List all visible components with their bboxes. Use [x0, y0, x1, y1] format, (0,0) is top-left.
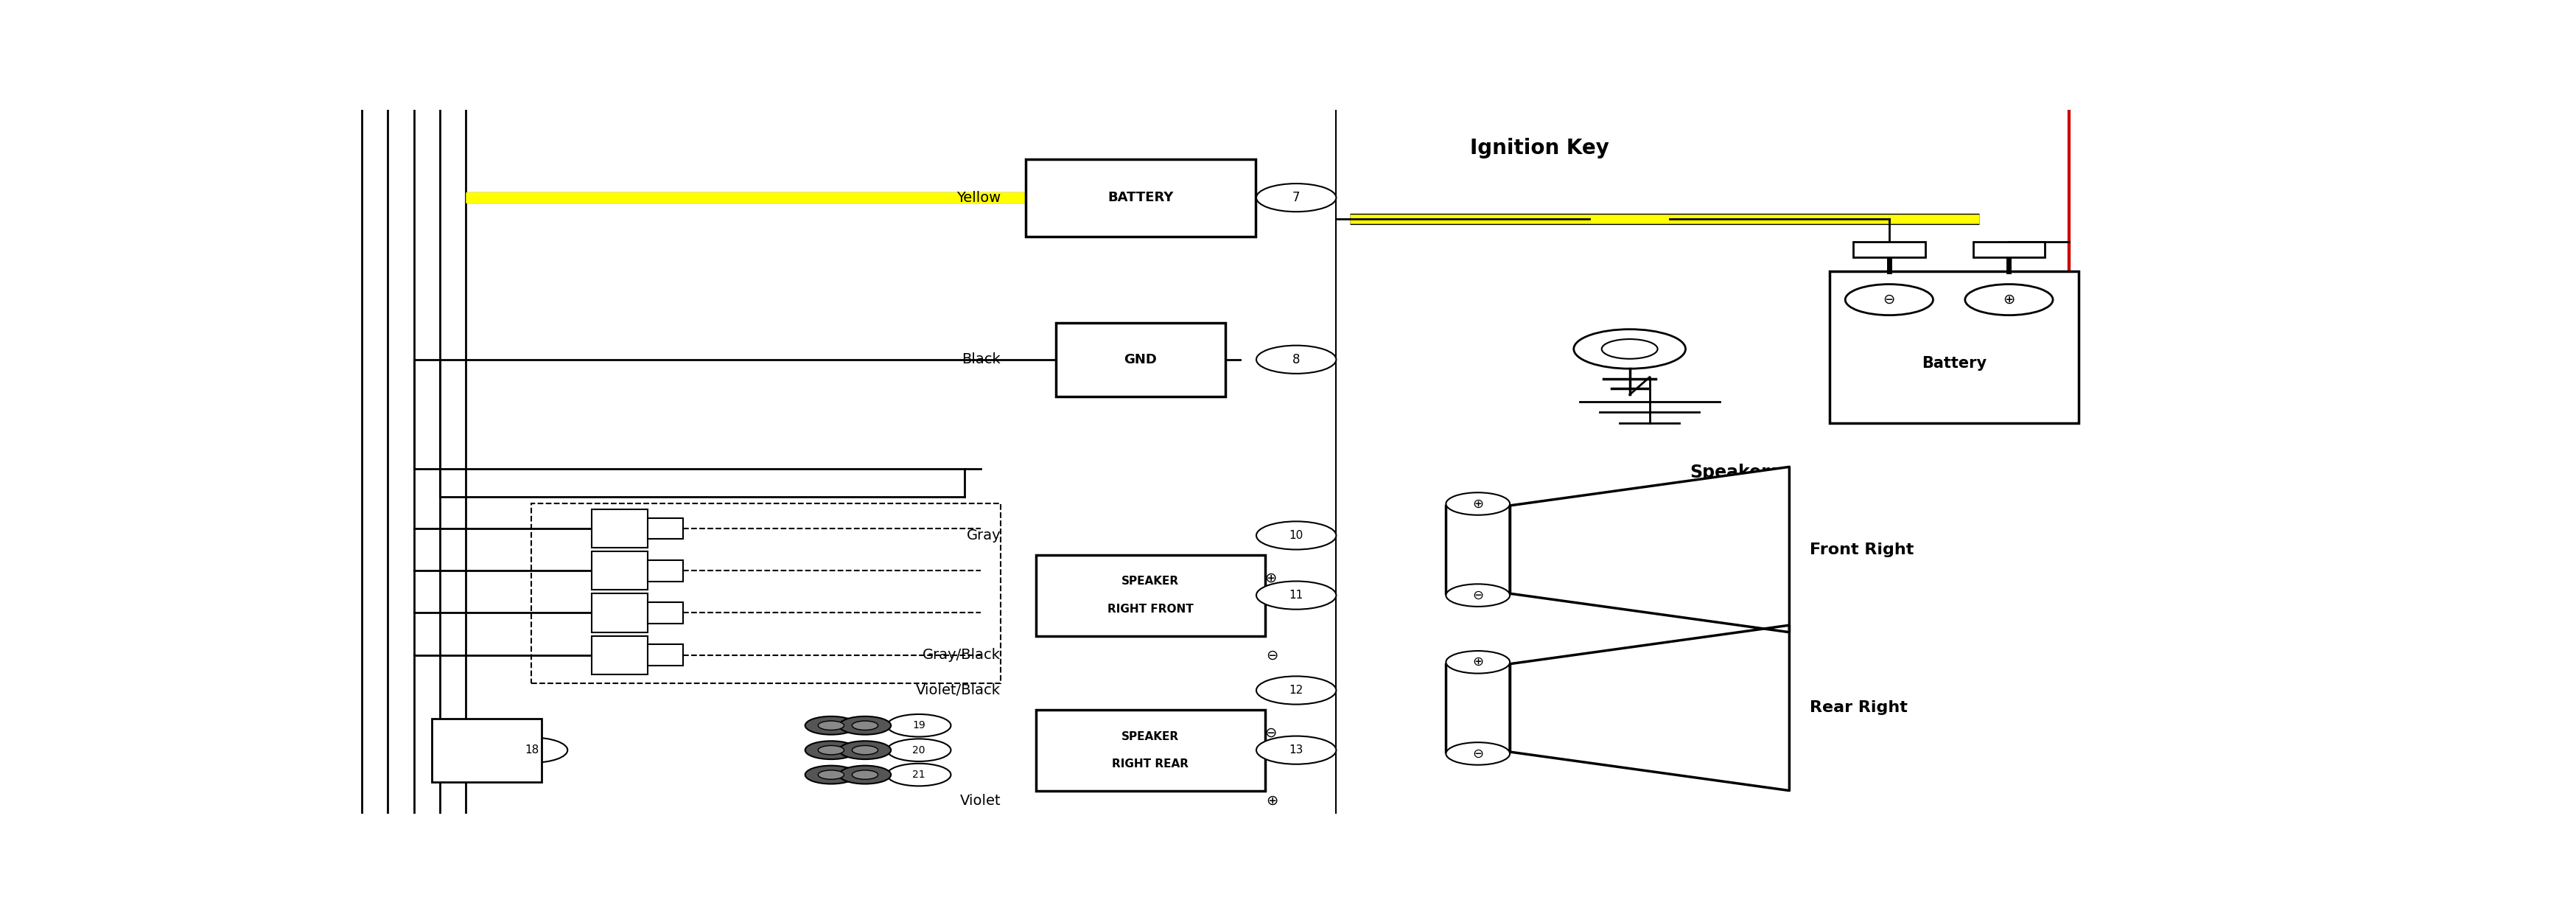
Circle shape — [1257, 184, 1337, 212]
Circle shape — [886, 763, 951, 786]
Text: RIGHT FRONT: RIGHT FRONT — [1108, 603, 1193, 614]
Text: 18: 18 — [526, 745, 538, 756]
Text: Battery: Battery — [1922, 356, 1986, 370]
Text: ⊖: ⊖ — [1473, 589, 1484, 602]
Bar — [1036, 709, 1265, 791]
Circle shape — [1257, 521, 1337, 549]
Text: Yellow: Yellow — [956, 191, 1002, 205]
Circle shape — [853, 721, 878, 730]
Text: SPEAKER: SPEAKER — [1121, 731, 1180, 742]
Text: ⊖: ⊖ — [1267, 648, 1278, 662]
Text: 20: 20 — [912, 745, 925, 755]
Circle shape — [853, 771, 878, 780]
Circle shape — [1257, 581, 1337, 610]
Bar — [1445, 664, 1510, 752]
Bar — [1852, 242, 1924, 258]
Text: Ignition Key: Ignition Key — [1471, 138, 1610, 159]
Text: Front Right: Front Right — [1808, 542, 1914, 557]
Circle shape — [819, 746, 845, 755]
Circle shape — [886, 739, 951, 761]
Circle shape — [840, 741, 891, 760]
Text: ⊕: ⊕ — [1473, 655, 1484, 669]
Text: 13: 13 — [1288, 745, 1303, 756]
Circle shape — [806, 717, 858, 735]
Circle shape — [806, 766, 858, 784]
Circle shape — [495, 738, 567, 763]
Text: ⊕: ⊕ — [1473, 497, 1484, 510]
Text: SPEAKER: SPEAKER — [1121, 576, 1180, 587]
Circle shape — [1257, 736, 1337, 764]
Text: RIGHT REAR: RIGHT REAR — [1113, 759, 1188, 770]
Text: ⊕: ⊕ — [1267, 793, 1278, 808]
Text: Gray/Black: Gray/Black — [922, 648, 1002, 662]
Bar — [592, 636, 647, 675]
Bar — [592, 509, 647, 547]
Text: ⊖: ⊖ — [1265, 726, 1275, 739]
Bar — [647, 518, 683, 539]
Text: Violet/Black: Violet/Black — [917, 684, 1002, 697]
Bar — [1036, 555, 1265, 636]
Bar — [592, 593, 647, 632]
Circle shape — [886, 714, 951, 737]
Bar — [1829, 271, 2079, 423]
Circle shape — [819, 771, 845, 780]
Circle shape — [1574, 329, 1685, 368]
Bar — [647, 644, 683, 665]
Circle shape — [806, 741, 858, 760]
Circle shape — [1257, 676, 1337, 705]
Bar — [1056, 323, 1226, 397]
Text: 19: 19 — [912, 720, 925, 730]
Circle shape — [840, 717, 891, 735]
Text: Black: Black — [961, 353, 1002, 367]
Circle shape — [1445, 493, 1510, 515]
Circle shape — [1965, 284, 2053, 315]
Text: Speakers: Speakers — [1690, 463, 1780, 481]
Text: Gray: Gray — [966, 528, 1002, 543]
Text: ⊕: ⊕ — [2004, 292, 2014, 307]
Text: BATTERY: BATTERY — [1108, 191, 1175, 205]
Bar — [1445, 505, 1510, 593]
Bar — [647, 560, 683, 581]
Text: 10: 10 — [1288, 530, 1303, 541]
Bar — [592, 551, 647, 590]
Circle shape — [1445, 584, 1510, 607]
Circle shape — [1602, 339, 1656, 359]
Polygon shape — [1510, 625, 1790, 791]
Circle shape — [819, 721, 845, 730]
Text: ⊖: ⊖ — [1473, 747, 1484, 760]
Bar — [1973, 242, 2045, 258]
Text: 11: 11 — [1288, 590, 1303, 600]
Text: Rear Right: Rear Right — [1808, 700, 1906, 716]
Circle shape — [853, 746, 878, 755]
Bar — [647, 602, 683, 623]
Text: 8: 8 — [1293, 353, 1301, 367]
Circle shape — [840, 766, 891, 784]
Circle shape — [1844, 284, 1932, 315]
Polygon shape — [1510, 467, 1790, 632]
Text: GND: GND — [1123, 353, 1157, 367]
Text: 7: 7 — [1293, 191, 1301, 205]
Text: ⊕: ⊕ — [1265, 570, 1275, 585]
Circle shape — [1445, 651, 1510, 674]
Text: 12: 12 — [1288, 685, 1303, 696]
Bar — [531, 504, 999, 684]
Bar — [433, 718, 541, 781]
Text: ⊖: ⊖ — [1883, 292, 1896, 307]
Text: Violet: Violet — [961, 793, 1002, 808]
Circle shape — [1257, 345, 1337, 374]
Circle shape — [1445, 742, 1510, 765]
Text: 21: 21 — [912, 770, 925, 780]
Bar — [1025, 159, 1255, 237]
